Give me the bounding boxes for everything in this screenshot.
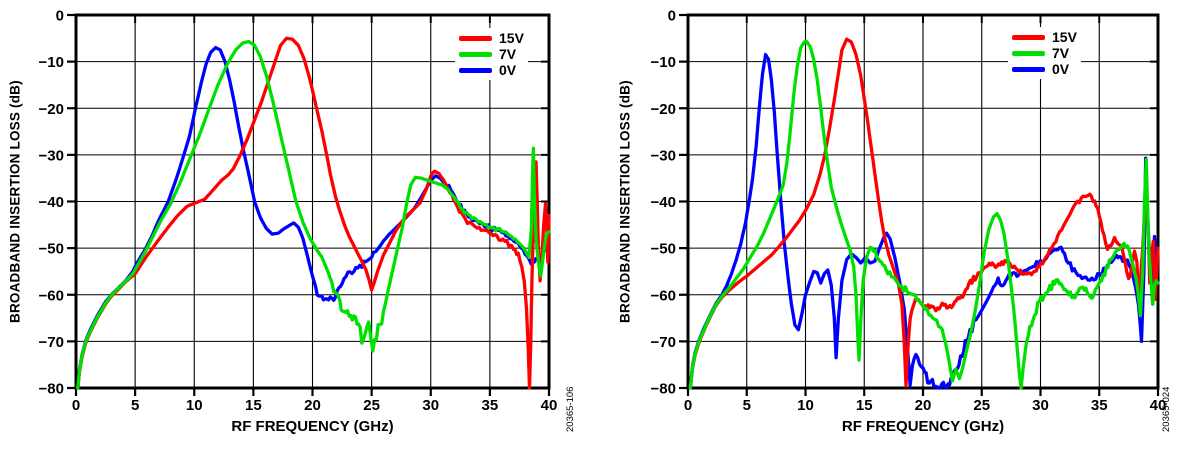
curve-7v (688, 39, 1160, 390)
legend-item-0v: 0V (459, 62, 524, 78)
y-tick-label: −20 (39, 101, 64, 118)
y-axis-title: BROADBAND INSERTION LOSS (dB) (7, 80, 23, 323)
y-tick-label: −40 (39, 194, 64, 211)
y-tick-label: −60 (651, 287, 676, 304)
y-tick-label: −80 (39, 381, 64, 398)
x-axis-title: RF FREQUENCY (GHz) (231, 418, 394, 435)
x-tick-label: 30 (422, 397, 439, 414)
x-tick-label: 40 (541, 397, 558, 414)
x-axis-title: RF FREQUENCY (GHz) (841, 418, 1005, 435)
chart-left: 0 5 10 15 20 25 30 35 40 0 −10 −20 −30 −40 −50 −60 −70 −8… (7, 8, 577, 436)
x-tick-label: 15 (856, 397, 873, 414)
y-tick-label: −20 (651, 101, 676, 118)
legend-item-0v: 0V (1012, 61, 1077, 77)
y-tick-label: −30 (651, 147, 676, 164)
legend-label-15v: 15V (1052, 29, 1077, 45)
figure-number: 20365-106 (565, 386, 576, 432)
x-tick-label: 35 (1091, 397, 1108, 414)
curve-15v (76, 36, 551, 390)
tick-labels: 0 5 10 15 20 25 30 35 40 0 −10 −20 −30 −40 −50 −60 −70 −8… (651, 8, 1167, 415)
x-tick-label: 20 (304, 397, 321, 414)
x-tick-label: 0 (684, 397, 692, 414)
legend-label-7v: 7V (499, 46, 517, 62)
legend-label-15v: 15V (499, 30, 524, 46)
plot-frame (74, 13, 551, 390)
legend-line-icon-0v (1012, 66, 1045, 72)
y-tick-label: 0 (668, 8, 676, 25)
legend-item-15v: 15V (459, 30, 524, 46)
grid-lines (687, 14, 1159, 389)
legend: 15V 7V 0V (455, 28, 528, 80)
chart-right: 0 5 10 15 20 25 30 35 40 0 −10 −20 −30 −40 −50 −60 −70 −8… (600, 0, 1200, 450)
x-tick-label: 5 (743, 397, 751, 414)
legend-item-15v: 15V (1012, 29, 1077, 45)
y-tick-label: −60 (39, 287, 64, 304)
y-tick-label: −30 (39, 147, 64, 164)
x-tick-label: 0 (72, 397, 80, 414)
x-tick-label: 30 (1032, 397, 1049, 414)
x-tick-label: 20 (915, 397, 932, 414)
chart-left-canvas: 0 5 10 15 20 25 30 35 40 0 −10 −20 −30 −40 −50 −60 −70 −8… (39, 8, 558, 415)
y-tick-label: −70 (39, 334, 64, 351)
tick-labels: 0 5 10 15 20 25 30 35 40 0 −10 −20 −30 −40 −50 −60 −70 −8… (39, 8, 558, 415)
y-tick-label: −50 (651, 241, 676, 258)
legend-item-7v: 7V (459, 46, 524, 62)
y-tick-label: −80 (651, 381, 676, 398)
x-tick-label: 25 (363, 397, 380, 414)
y-tick-label: −40 (651, 194, 676, 211)
y-tick-label: −50 (39, 241, 64, 258)
x-tick-label: 40 (1150, 397, 1167, 414)
legend-item-7v: 7V (1012, 45, 1077, 61)
legend: 15V 7V 0V (1008, 27, 1081, 79)
plot-frame (686, 13, 1160, 390)
legend-label-0v: 0V (499, 62, 517, 78)
y-tick-label: 0 (56, 8, 64, 25)
x-tick-label: 25 (973, 397, 990, 414)
legend-label-0v: 0V (1052, 61, 1070, 77)
x-tick-label: 35 (482, 397, 499, 414)
legend-line-icon-0v (459, 67, 492, 73)
y-tick-label: −10 (39, 54, 64, 71)
legend-line-icon-7v (459, 51, 492, 57)
chart-right-canvas: 0 5 10 15 20 25 30 35 40 0 −10 −20 −30 −40 −50 −60 −70 −8… (651, 8, 1167, 415)
figure-number: 20365-024 (1161, 386, 1172, 432)
axis-ticks (679, 13, 1160, 396)
x-tick-label: 10 (797, 397, 814, 414)
curve-7v (76, 39, 551, 390)
curve-0v (688, 52, 1160, 390)
y-tick-label: −70 (651, 334, 676, 351)
x-tick-label: 5 (131, 397, 139, 414)
legend-line-icon-7v (1012, 50, 1045, 56)
y-tick-label: −10 (651, 54, 676, 71)
x-tick-label: 15 (245, 397, 262, 414)
legend-line-icon-15v (459, 35, 492, 41)
x-tick-label: 10 (186, 397, 203, 414)
y-axis-title: BROADBAND INSERTION LOSS (dB) (617, 80, 633, 323)
legend-line-icon-15v (1012, 34, 1045, 40)
curve-15v (688, 37, 1160, 390)
legend-label-7v: 7V (1052, 45, 1070, 61)
